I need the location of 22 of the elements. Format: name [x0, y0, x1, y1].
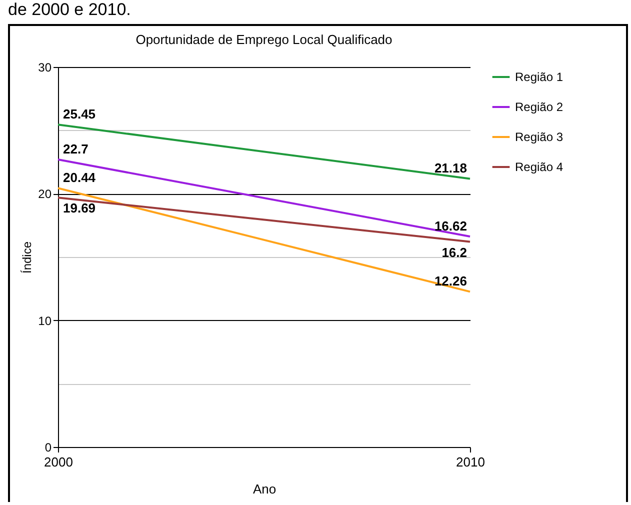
data-label: 19.69 — [63, 200, 96, 216]
data-label: 22.7 — [63, 141, 88, 156]
data-label: 25.45 — [63, 106, 96, 122]
data-label: 20.44 — [63, 170, 96, 186]
legend-label: Região 1 — [515, 70, 564, 84]
x-tick-label: 2000 — [44, 454, 73, 470]
x-axis-title: Ano — [252, 482, 276, 496]
y-tick-label: 30 — [38, 60, 52, 74]
text: de 2000 e 2010. — [8, 0, 131, 19]
data-label: 16.2 — [442, 244, 467, 260]
legend-label: Região 3 — [515, 130, 564, 144]
chart-title: Oportunidade de Emprego Local Qualificado — [136, 32, 392, 47]
data-label: 12.26 — [434, 274, 467, 289]
y-tick-label: 0 — [44, 440, 52, 454]
y-axis-title: Índice — [20, 241, 34, 274]
y-tick-label: 10 — [38, 314, 52, 328]
legend-label: Região 2 — [515, 100, 564, 114]
y-tick-label: 20 — [38, 187, 52, 202]
data-label: 16.62 — [434, 218, 467, 234]
data-label: 21.18 — [434, 160, 467, 176]
legend-label: Região 4 — [515, 160, 564, 174]
x-tick-label: 2010 — [456, 454, 485, 470]
